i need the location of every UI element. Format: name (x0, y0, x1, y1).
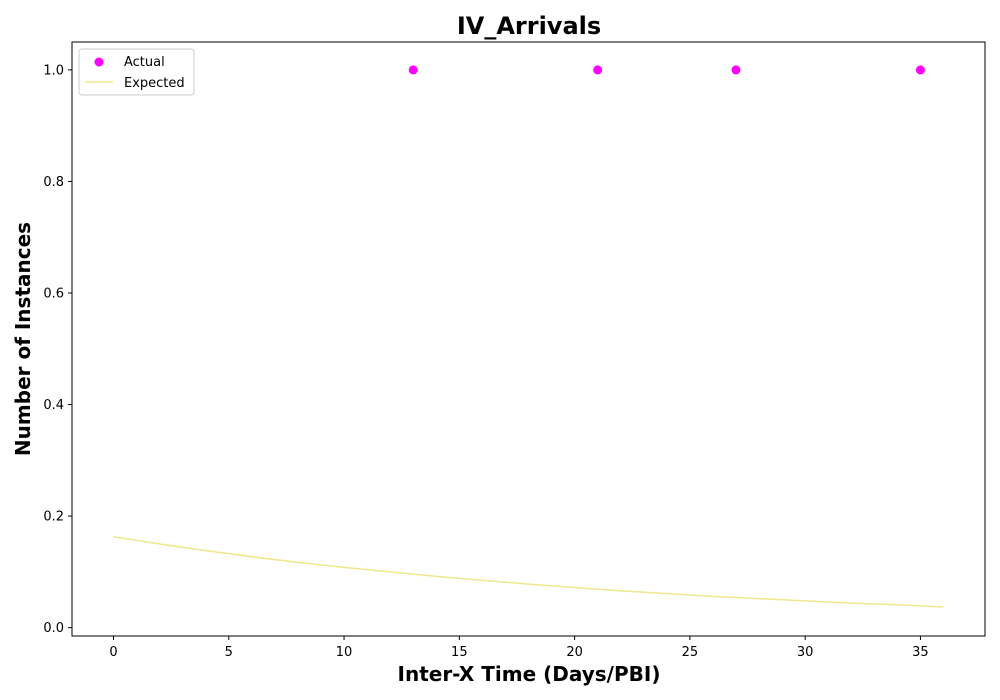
x-tick-label: 30 (797, 645, 814, 660)
x-tick-label: 35 (912, 645, 929, 660)
y-tick-label: 0.8 (43, 175, 64, 190)
actual-point (731, 65, 741, 75)
actual-point (593, 65, 603, 75)
actual-point (408, 65, 418, 75)
expected-series (113, 535, 944, 608)
y-axis-ticks: 0.0 0.2 0.4 0.6 0.8 1.0 (43, 63, 72, 636)
legend-marker-actual (94, 57, 104, 67)
x-tick-label: 20 (566, 645, 583, 660)
x-tick-label: 10 (336, 645, 353, 660)
x-tick-label: 15 (451, 645, 468, 660)
expected-line (113, 535, 944, 608)
y-tick-label: 1.0 (43, 63, 64, 78)
legend-box (78, 48, 195, 96)
x-tick-label: 5 (225, 645, 233, 660)
y-tick-label: 0.0 (43, 621, 64, 636)
actual-series (408, 65, 925, 75)
chart-title: IV_Arrivals (457, 12, 601, 40)
x-axis-ticks: 0 5 10 15 20 25 30 35 (109, 636, 929, 660)
y-tick-label: 0.2 (43, 510, 64, 525)
legend: Actual Expected (78, 48, 195, 96)
x-tick-label: 0 (109, 645, 117, 660)
actual-point (915, 65, 925, 75)
legend-label-expected: Expected (124, 76, 185, 91)
x-axis-title: Inter-X Time (Days/PBI) (398, 662, 661, 686)
y-tick-label: 0.6 (43, 286, 64, 301)
legend-label-actual: Actual (124, 55, 165, 70)
plot-area (71, 41, 986, 637)
y-tick-label: 0.4 (43, 398, 64, 413)
x-tick-label: 25 (682, 645, 699, 660)
y-axis-title: Number of Instances (11, 222, 35, 456)
